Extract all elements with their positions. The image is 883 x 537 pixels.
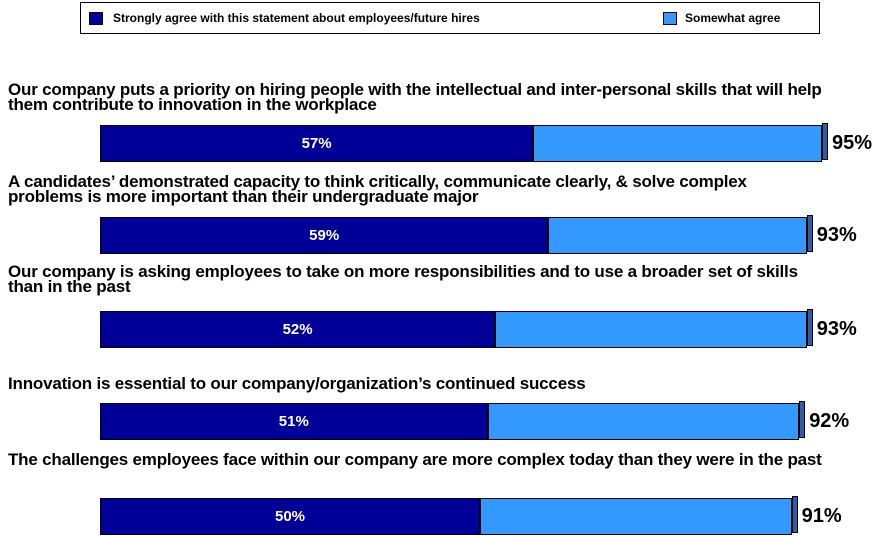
total-label: 93% [816,318,857,340]
total-label: 93% [816,224,857,246]
bar-end [806,215,813,252]
bar [100,217,549,254]
bar [548,217,807,254]
total-label: 95% [832,132,873,154]
question: Our company puts a priority on hiring pe… [8,80,822,114]
bar-end [822,123,828,160]
legend-swatch [89,12,103,25]
bar [100,498,480,535]
value-label: 59% [309,227,340,244]
bar [480,498,792,535]
bar [100,125,534,162]
question: Innovation is essential to our company/o… [8,374,586,393]
bar [495,311,807,348]
legend-swatch [663,12,677,25]
bar-end [799,401,806,438]
bar [487,403,800,440]
question: The challenges employees face within our… [8,450,822,469]
value-label: 57% [301,135,332,152]
legend-label: Somewhat agree [685,11,781,25]
question: Our company is asking employees to take … [8,262,798,296]
question: A candidates’ demonstrated capacity to t… [8,172,747,206]
value-label: 51% [278,413,309,430]
total-label: 91% [801,505,842,527]
total-label: 92% [809,410,850,432]
bar [100,403,488,440]
value-label: 50% [274,508,306,525]
legend: Strongly agree with this statement about… [80,2,820,34]
bar [100,311,496,348]
value-label: 52% [282,321,313,338]
bar-end [806,309,813,346]
legend-label: Strongly agree with this statement about… [113,11,480,25]
bar-end [791,496,798,533]
bar [533,125,822,162]
